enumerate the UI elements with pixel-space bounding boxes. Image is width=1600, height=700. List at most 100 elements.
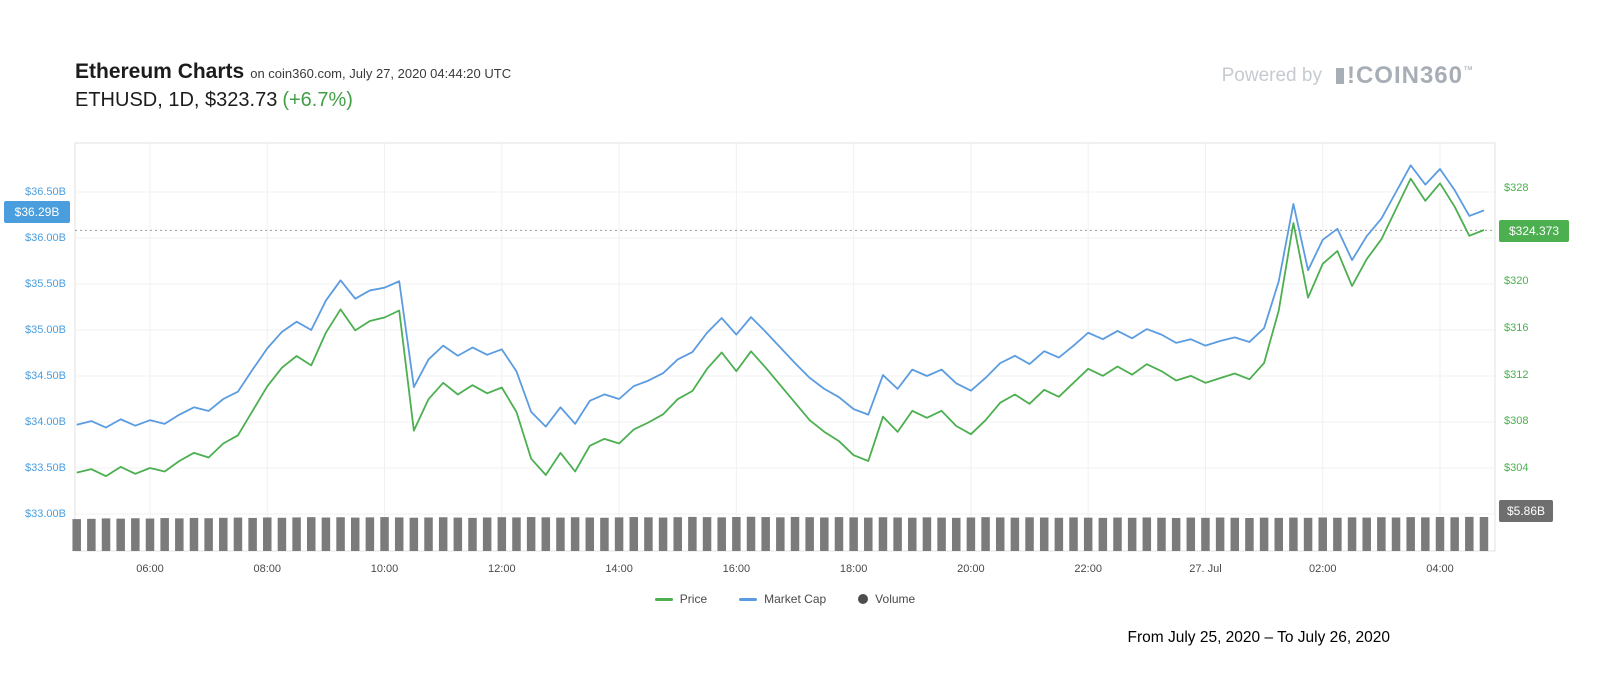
x-axis-label: 14:00	[605, 563, 633, 575]
volume-bar	[1186, 517, 1196, 551]
volume-bar	[1039, 517, 1049, 551]
volume-bar	[908, 517, 917, 551]
volume-bar	[732, 517, 741, 551]
volume-bar	[717, 517, 726, 551]
y-axis-label-left: $35.50B	[25, 278, 66, 290]
volume-bar	[805, 517, 814, 551]
y-axis-label-right: $304	[1504, 462, 1529, 474]
legend-item-volume[interactable]: Volume	[858, 592, 915, 606]
volume-bar	[1230, 517, 1240, 551]
volume-bar	[101, 518, 111, 551]
volume-bar	[424, 517, 433, 551]
volume-bar	[1391, 517, 1401, 551]
volume-bar	[1303, 517, 1313, 551]
volume-bar	[1157, 517, 1166, 551]
volume-bar	[1025, 517, 1034, 551]
legend-label: Market Cap	[764, 592, 827, 606]
coin360-logo-bar-icon	[1335, 68, 1344, 84]
x-axis-label: 10:00	[370, 563, 399, 575]
y-axis-label-right: $320	[1504, 275, 1529, 288]
volume-bar	[512, 517, 521, 551]
volume-bar	[1171, 517, 1181, 551]
volume-bar	[1098, 517, 1108, 551]
y-axis-label-right: $308	[1504, 415, 1529, 428]
legend-item-price[interactable]: Price	[654, 592, 707, 606]
x-axis-label: 18:00	[839, 563, 868, 575]
volume-bar	[570, 517, 580, 551]
coin360-logo[interactable]: !COIN360 ™	[1335, 62, 1474, 90]
volume-bar	[1362, 517, 1371, 551]
x-axis-label: 08:00	[253, 563, 282, 575]
volume-bar	[468, 517, 477, 551]
volume-bar	[1274, 517, 1283, 551]
volume-bar	[87, 518, 96, 551]
volume-bar	[1215, 517, 1225, 551]
volume-bar	[746, 516, 756, 551]
x-axis-label: 04:00	[1426, 563, 1454, 575]
volume-bar	[1479, 517, 1489, 551]
header: Ethereum Charts on coin360.com, July 27,…	[75, 60, 511, 112]
volume-bar	[1377, 517, 1386, 551]
x-axis-label: 16:00	[722, 563, 751, 575]
volume-bar	[981, 517, 990, 551]
y-axis-label-left: $36.00B	[25, 232, 66, 244]
volume-bar	[292, 517, 301, 551]
volume-bar	[556, 517, 565, 551]
volume-bar	[1245, 517, 1254, 551]
volume-bar	[482, 517, 492, 551]
volume-bar	[600, 517, 609, 551]
legend-item-market-cap[interactable]: Market Cap	[739, 592, 826, 606]
coin360-logo-text: !COIN360	[1346, 62, 1463, 89]
y-axis-label-right: $316	[1504, 322, 1529, 334]
volume-bar	[1289, 517, 1298, 551]
price-change-percent: (+6.7%)	[282, 89, 353, 111]
volume-bar	[321, 517, 331, 551]
volume-bar	[820, 517, 829, 551]
volume-bar	[1127, 517, 1137, 551]
powered-by-label: Powered by	[1221, 65, 1322, 86]
symbol-price-line: ETHUSD, 1D, $323.73	[75, 89, 278, 111]
volume-bar	[658, 517, 668, 551]
x-axis-label: 22:00	[1074, 563, 1102, 575]
volume-bar	[116, 518, 125, 551]
volume-bar	[790, 516, 800, 551]
volume-bar	[438, 517, 448, 551]
powered-by-block: Powered by !COIN360 ™	[1222, 62, 1474, 90]
volume-bar	[307, 517, 316, 551]
volume-bar	[922, 517, 932, 551]
volume-bar	[497, 517, 507, 551]
volume-bar	[409, 517, 419, 551]
x-axis-label: 20:00	[957, 563, 985, 575]
volume-bar	[175, 518, 184, 551]
volume-bar	[1318, 517, 1327, 551]
volume-bar	[1142, 517, 1152, 551]
price-swatch-icon	[654, 597, 673, 601]
volume-bar	[1201, 517, 1210, 551]
volume-bar	[336, 517, 345, 551]
x-axis-label: 06:00	[136, 563, 164, 575]
date-range-label: From July 25, 2020 – To July 26, 2020	[1127, 629, 1390, 646]
volume-bar	[878, 517, 888, 551]
y-axis-label-left: $33.00B	[25, 508, 66, 520]
x-axis-label: 12:00	[488, 563, 516, 575]
y-axis-label-right: $328	[1504, 182, 1529, 194]
coin360-trademark: ™	[1463, 65, 1474, 76]
volume-bar	[248, 517, 257, 551]
current-price-badge: $324.373	[1499, 220, 1569, 243]
volume-bar	[233, 517, 243, 551]
volume-bar	[145, 518, 155, 551]
price-line	[76, 177, 1485, 478]
volume-bar	[1421, 517, 1430, 551]
volume-bar	[1010, 517, 1020, 551]
volume-bar	[219, 517, 228, 551]
volume-bar	[1083, 517, 1093, 551]
page-subtitle-timestamp: on coin360.com, July 27, 2020 04:44:20 U…	[250, 66, 512, 81]
volume-bar	[893, 517, 902, 551]
plot-border	[74, 142, 1496, 552]
volume-bar	[1333, 517, 1342, 551]
volume-bar	[189, 517, 199, 551]
volume-bar	[1406, 517, 1415, 551]
volume-bar	[629, 517, 638, 551]
